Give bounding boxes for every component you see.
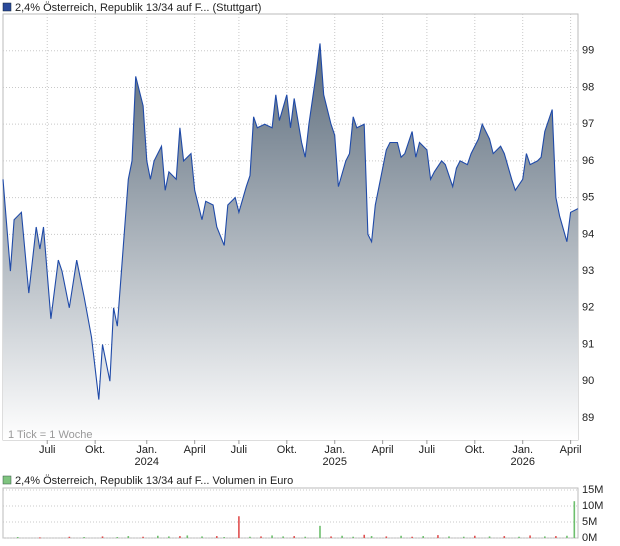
volume-bar — [168, 536, 170, 538]
x-tick-label: Juli — [231, 444, 248, 456]
volume-bar — [341, 535, 343, 538]
legend-text: 2,4% Österreich, Republik 13/34 auf F...… — [15, 475, 293, 487]
y-tick-label: 15M — [582, 484, 603, 496]
legend-swatch — [2, 2, 12, 12]
volume-bar — [127, 536, 130, 538]
y-tick-label: 92 — [582, 302, 594, 314]
y-tick-label: 91 — [582, 338, 594, 350]
x-tick-label: April — [184, 444, 206, 456]
volume-bar — [260, 536, 262, 538]
volume-bar — [529, 535, 531, 538]
volume-bar — [437, 535, 439, 538]
volume-bar — [363, 534, 366, 538]
price-line — [2, 43, 579, 400]
volume-bar — [319, 525, 321, 538]
y-tick-label: 10M — [582, 500, 603, 512]
volume-bar — [293, 536, 295, 538]
x-year-label: 2025 — [322, 456, 346, 468]
y-tick-label: 97 — [582, 118, 594, 130]
volume-bar — [503, 536, 506, 538]
volume-bar — [422, 536, 424, 538]
x-tick-label: Okt. — [465, 444, 485, 456]
x-tick-label: Okt. — [85, 444, 105, 456]
volume-bar — [68, 536, 71, 538]
volume-bar — [39, 537, 41, 539]
volume-bar — [330, 536, 332, 538]
price-area — [3, 43, 578, 441]
y-tick-label: 94 — [582, 228, 594, 240]
volume-bar — [238, 516, 240, 538]
volume-bar — [142, 536, 144, 538]
x-year-label: 2024 — [135, 456, 159, 468]
volume-bar — [566, 535, 568, 538]
volume-bar — [352, 536, 354, 538]
volume-bar — [555, 536, 557, 538]
volume-bar — [304, 536, 307, 538]
volume-bar — [370, 536, 373, 538]
volume-bar — [186, 535, 189, 538]
volume-bar — [201, 536, 203, 538]
y-tick-label: 90 — [582, 375, 594, 387]
volume-bar — [223, 537, 225, 539]
volume-bar — [16, 537, 19, 539]
volume-bar — [400, 535, 402, 538]
y-tick-label: 96 — [582, 155, 594, 167]
volume-bar — [448, 536, 450, 538]
y-tick-label: 98 — [582, 81, 594, 93]
plot-frame — [2, 487, 579, 539]
x-tick-label: April — [372, 444, 394, 456]
volume-bar — [488, 536, 491, 538]
volume-bar — [473, 535, 476, 538]
volume-bar — [116, 537, 119, 539]
volume-bar — [573, 501, 576, 538]
y-tick-label: 93 — [582, 265, 594, 277]
volume-bar — [157, 535, 159, 538]
legend-text: 2,4% Österreich, Republik 13/34 auf F...… — [15, 2, 261, 14]
x-tick-label: Okt. — [277, 444, 297, 456]
x-tick-label: Juli — [39, 444, 56, 456]
volume-bar — [411, 536, 413, 538]
volume-bar — [179, 536, 181, 538]
y-tick-label: 95 — [582, 192, 594, 204]
volume-bar — [271, 535, 273, 538]
y-tick-label: 5M — [582, 516, 597, 528]
volume-bar — [282, 536, 284, 538]
x-year-label: 2026 — [510, 456, 534, 468]
volume-bar — [101, 536, 104, 538]
volume-bar — [385, 536, 388, 538]
y-tick-label: 0M — [582, 532, 597, 544]
x-tick-label: Jan. — [324, 444, 345, 456]
x-tick-label: Juli — [419, 444, 436, 456]
x-tick-label: April — [560, 444, 582, 456]
x-tick-label: Jan. — [136, 444, 157, 456]
legend-swatch — [2, 475, 12, 485]
y-tick-label: 89 — [582, 412, 594, 424]
volume-bar — [518, 536, 520, 538]
x-tick-label: Jan. — [512, 444, 533, 456]
volume-bar — [83, 537, 85, 539]
volume-bar — [249, 536, 251, 538]
y-tick-label: 99 — [582, 45, 594, 57]
volume-bar — [544, 536, 546, 538]
note: 1 Tick = 1 Woche — [8, 429, 92, 441]
volume-bar — [215, 536, 218, 538]
volume-bar — [462, 536, 465, 538]
